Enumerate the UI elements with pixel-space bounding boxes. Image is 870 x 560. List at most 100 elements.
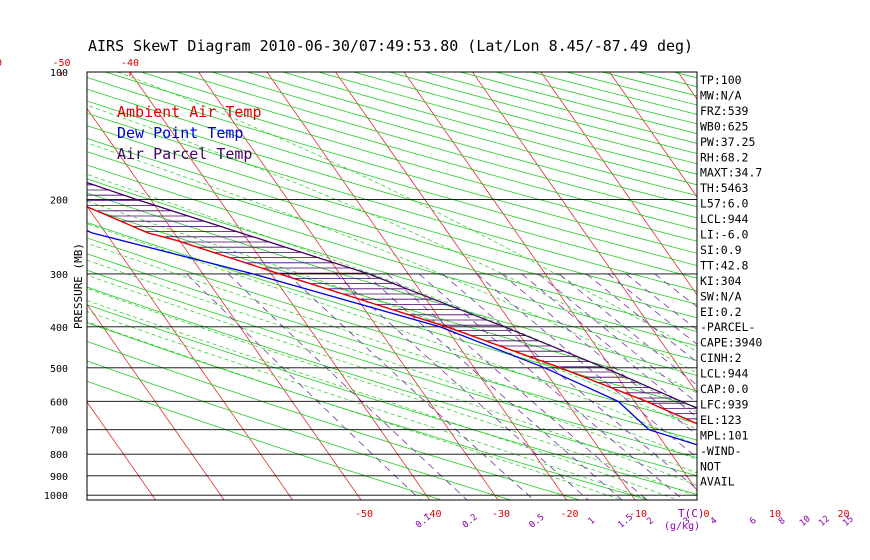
mixing-ratio-line xyxy=(558,273,697,386)
moist-adiabat-line xyxy=(87,242,697,461)
ambient-temp-line xyxy=(87,205,697,425)
sounding-index-value: L57:6.0 xyxy=(700,197,749,211)
pressure-tick-label: 700 xyxy=(50,426,68,437)
dry-adiabat-line xyxy=(87,125,697,305)
isotherm-line xyxy=(609,72,697,198)
dry-adiabat-line xyxy=(387,72,697,154)
moist-adiabat-line xyxy=(87,142,697,394)
dry-adiabat-line xyxy=(740,63,870,506)
dry-adiabat-line xyxy=(175,72,697,219)
dry-adiabat-line xyxy=(87,286,697,477)
dry-adiabat-line xyxy=(87,88,697,267)
bottom-tick-label: -20 xyxy=(560,509,578,520)
mixing-ratio-line xyxy=(476,273,697,459)
dry-adiabat-line xyxy=(87,222,697,408)
sounding-index-value: LCL:944 xyxy=(700,212,749,226)
mixing-ratio-tick-label: 2 xyxy=(645,516,656,527)
dry-adiabat-line xyxy=(352,72,697,165)
moist-adiabat-line xyxy=(87,300,680,500)
pressure-tick-label: 500 xyxy=(50,364,68,375)
isotherm-line xyxy=(266,72,568,500)
dry-adiabat-line xyxy=(87,269,697,459)
pressure-tick-label: 300 xyxy=(50,270,68,281)
mixing-ratio-tick-label: 4 xyxy=(709,516,720,527)
pressure-tick-label: 400 xyxy=(50,323,68,334)
top-tick-label: -50 xyxy=(52,58,70,69)
dry-adiabat-line xyxy=(210,72,697,208)
sounding-index-value: LI:-6.0 xyxy=(700,228,749,242)
pressure-tick-label: 800 xyxy=(50,450,68,461)
sounding-index-value: MAXT:34.7 xyxy=(700,166,762,180)
x-axis-label: T(C) xyxy=(678,507,705,520)
isotherm-line xyxy=(87,303,225,500)
bottom-tick-label: 0 xyxy=(704,509,710,520)
mixing-ratio-unit-label: (g/kg) xyxy=(664,521,700,532)
dry-adiabat-line xyxy=(87,151,697,333)
legend-item: Ambient Air Temp xyxy=(117,103,262,121)
mixing-ratio-tick-label: 0.5 xyxy=(528,512,547,530)
dry-adiabat-line xyxy=(87,100,697,279)
grid-layer xyxy=(0,63,870,506)
bottom-tick-label: -50 xyxy=(355,509,373,520)
mixing-ratio-line xyxy=(335,273,590,500)
mixing-ratio-tick-label: 0.2 xyxy=(461,512,480,530)
sounding-index-value: NOT xyxy=(700,459,721,473)
plot-frame xyxy=(86,71,698,501)
dry-adiabat-line xyxy=(87,380,443,500)
mixing-ratio-line xyxy=(387,273,648,500)
mixing-ratio-line xyxy=(227,273,468,500)
sounding-index-value: CAPE:3940 xyxy=(700,336,762,350)
series-layer xyxy=(87,181,697,446)
dewpoint-line xyxy=(87,229,697,446)
bottom-tick-label: 20 xyxy=(838,509,850,520)
dry-adiabat-line xyxy=(87,207,697,392)
sounding-index-value: LFC:939 xyxy=(700,397,749,411)
bottom-temperature-tick-labels: -50-40-30-20-100102030 xyxy=(355,509,850,520)
sounding-index-value: PW:37.25 xyxy=(700,135,755,149)
sounding-index-value: WB0:625 xyxy=(700,119,748,133)
sounding-index-value: -WIND- xyxy=(700,444,742,458)
sounding-index-value: TT:42.8 xyxy=(700,258,749,272)
top-temperature-tick-labels: -120-110-100-90-80-70-60-50-40 xyxy=(0,58,139,76)
top-tick-label: -60 xyxy=(0,58,2,69)
bottom-tick-label: -40 xyxy=(423,509,441,520)
isotherm-line xyxy=(87,401,157,500)
mixing-ratio-line xyxy=(538,273,697,404)
mixing-ratio-tick-label: 8 xyxy=(777,516,788,527)
isotherm-line xyxy=(129,72,431,500)
mixing-ratio-line xyxy=(418,273,685,500)
dry-adiabat-line xyxy=(87,77,697,254)
dry-adiabat-line xyxy=(87,112,697,292)
mixing-ratio-tick-label: 10 xyxy=(798,514,813,529)
cape-hatching xyxy=(87,184,697,420)
sounding-index-value: FRZ:539 xyxy=(700,104,749,118)
pressure-tick-label: 600 xyxy=(50,397,68,408)
mixing-ratio-tick-label: 6 xyxy=(748,516,759,527)
moist-adiabat-line xyxy=(87,274,697,486)
pressure-tick-label: 1000 xyxy=(44,491,68,502)
dry-adiabat-line xyxy=(87,340,581,500)
dry-adiabat-line xyxy=(87,164,697,347)
isotherm-line xyxy=(87,205,294,500)
mixing-ratio-line xyxy=(654,273,697,308)
mixing-ratio-line xyxy=(501,273,697,436)
sounding-index-value: MPL:101 xyxy=(700,428,749,442)
sounding-index-value: RH:68.2 xyxy=(700,150,748,164)
y-axis-label: PRESSURE (MB) xyxy=(72,243,85,329)
mixing-ratio-line xyxy=(287,273,535,500)
sounding-index-value: TP:100 xyxy=(700,73,742,87)
sounding-index-value: AVAIL xyxy=(700,475,735,489)
top-tick-label: -40 xyxy=(121,58,139,69)
sounding-index-value: MW:N/A xyxy=(700,88,742,102)
dry-adiabat-line xyxy=(458,72,697,135)
dry-adiabat-line xyxy=(87,360,512,500)
moist-adiabat-line xyxy=(87,259,697,474)
pressure-tick-label: 200 xyxy=(50,195,68,206)
isotherm-line xyxy=(808,63,870,506)
isotherm-line xyxy=(0,63,23,506)
sounding-index-value: SI:0.9 xyxy=(700,243,742,257)
pressure-tick-label: 900 xyxy=(50,472,68,483)
sounding-index-value: SW:N/A xyxy=(700,289,742,303)
legend-item: Dew Point Temp xyxy=(117,124,243,142)
